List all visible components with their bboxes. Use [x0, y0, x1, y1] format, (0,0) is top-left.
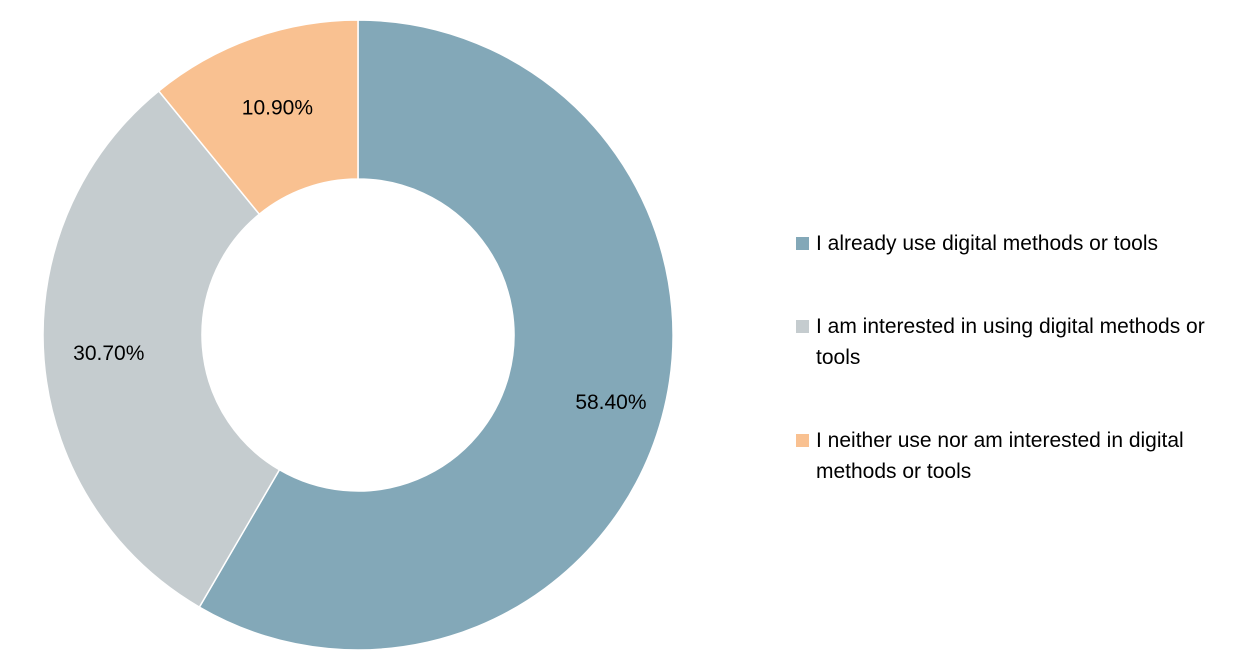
legend-swatch-already-use [796, 237, 809, 250]
donut-slice-already-use [198, 19, 674, 651]
legend-item-already-use: I already use digital methods or tools [796, 228, 1246, 259]
slice-label-neither: 10.90% [242, 96, 313, 119]
legend-label-neither: I neither use nor am interested in digit… [816, 429, 1184, 483]
legend-swatch-interested [796, 320, 809, 333]
legend-label-interested: I am interested in using digital methods… [816, 315, 1205, 369]
legend-item-neither: I neither use nor am interested in digit… [796, 425, 1246, 487]
slice-label-interested: 30.70% [73, 342, 144, 365]
donut-slice-interested [42, 89, 281, 609]
donut-chart-svg: 58.40% 30.70% 10.90% [42, 19, 674, 651]
donut-slice-neither [157, 19, 359, 216]
legend-swatch-neither [796, 434, 809, 447]
donut-chart: 58.40% 30.70% 10.90% [42, 19, 674, 651]
legend-label-already-use: I already use digital methods or tools [816, 232, 1159, 255]
legend-item-interested: I am interested in using digital methods… [796, 311, 1246, 373]
slice-label-already-use: 58.40% [575, 391, 646, 414]
chart-legend: I already use digital methods or tools I… [796, 228, 1246, 487]
